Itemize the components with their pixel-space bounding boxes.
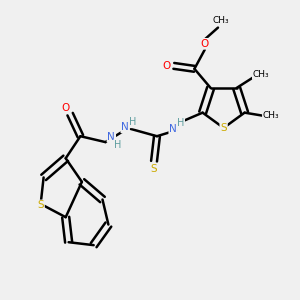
Text: O: O — [61, 103, 70, 113]
Text: N: N — [121, 122, 129, 132]
Text: H: H — [129, 117, 136, 128]
Text: CH₃: CH₃ — [253, 70, 269, 79]
Text: S: S — [38, 200, 44, 210]
Text: N: N — [169, 124, 177, 134]
Text: O: O — [162, 61, 171, 71]
Text: N: N — [107, 132, 115, 142]
Text: S: S — [220, 123, 227, 133]
Text: CH₃: CH₃ — [213, 16, 229, 25]
Text: O: O — [201, 39, 209, 49]
Text: H: H — [114, 140, 122, 150]
Text: H: H — [177, 118, 184, 128]
Text: S: S — [151, 164, 157, 174]
Text: CH₃: CH₃ — [263, 111, 279, 120]
